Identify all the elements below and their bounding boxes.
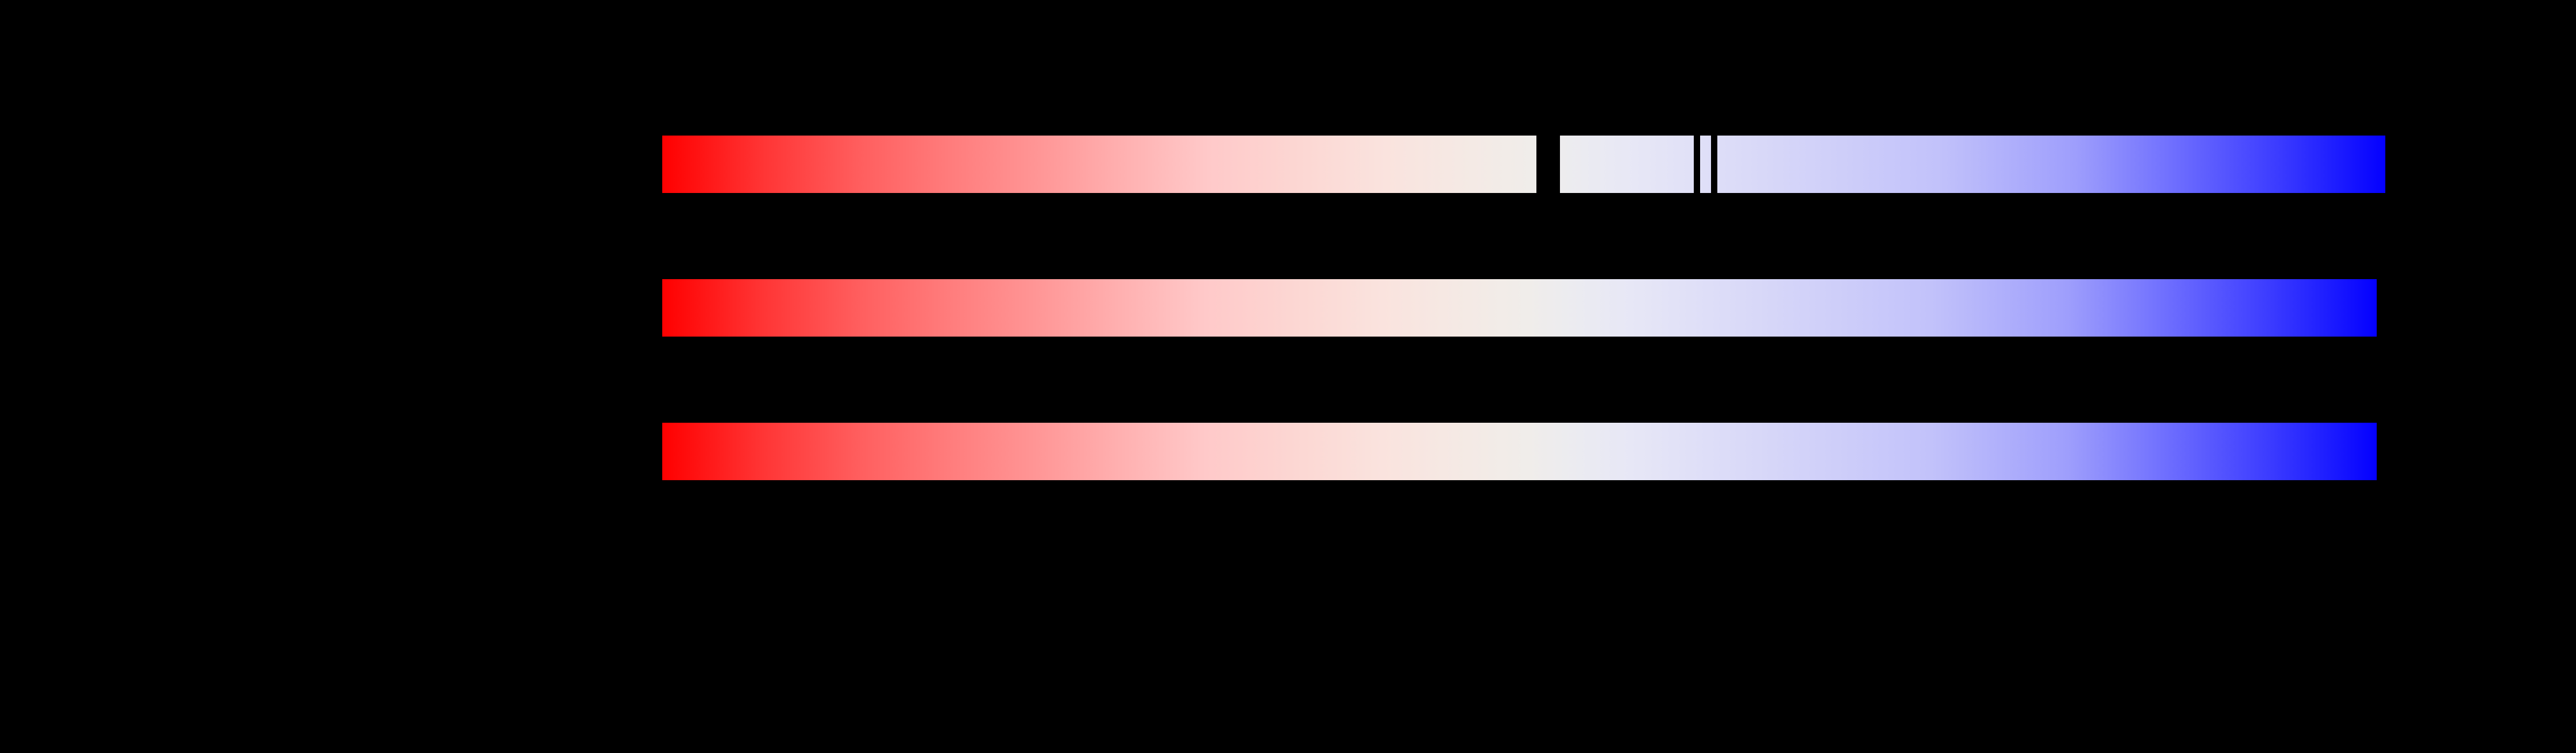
missing-color-gap bbox=[1536, 136, 1560, 193]
missing-color-gap bbox=[1711, 136, 1717, 193]
gradient-strip-2 bbox=[662, 279, 2377, 337]
missing-color-gap bbox=[1694, 136, 1700, 193]
gradient-strip-1 bbox=[662, 136, 2385, 193]
gradient-strip-3 bbox=[662, 423, 2377, 480]
